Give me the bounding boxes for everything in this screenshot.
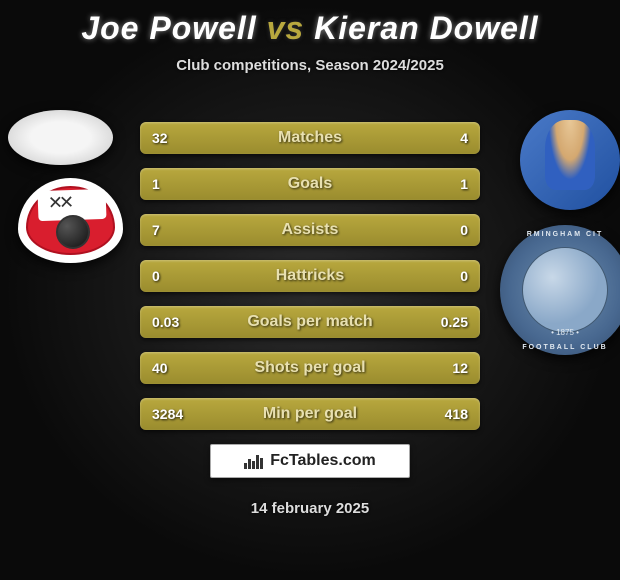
comparison-title: Joe Powell vs Kieran Dowell	[0, 0, 620, 47]
stat-value-right: 0	[460, 268, 468, 284]
vs-separator: vs	[267, 10, 305, 46]
player1-name: Joe Powell	[81, 10, 256, 46]
stat-row: 32Matches4	[140, 122, 480, 154]
stat-row: 3284Min per goal418	[140, 398, 480, 430]
stat-row: 40Shots per goal12	[140, 352, 480, 384]
stats-table: 32Matches41Goals17Assists00Hattricks00.0…	[140, 122, 480, 444]
stat-value-left: 0.03	[152, 314, 179, 330]
player2-club-badge: RMINGHAM CIT • 1875 • FOOTBALL CLUB	[500, 225, 620, 355]
badge-right-year: • 1875 •	[500, 328, 620, 337]
stat-label: Goals	[140, 175, 480, 193]
stat-label: Goals per match	[140, 313, 480, 331]
stat-row: 1Goals1	[140, 168, 480, 200]
stat-row: 0Hattricks0	[140, 260, 480, 292]
stat-label: Min per goal	[140, 405, 480, 423]
stat-value-left: 40	[152, 360, 168, 376]
player2-name: Kieran Dowell	[314, 10, 539, 46]
stat-value-right: 4	[460, 130, 468, 146]
stat-value-right: 0.25	[441, 314, 468, 330]
stat-value-right: 12	[452, 360, 468, 376]
stat-label: Matches	[140, 129, 480, 147]
stat-value-left: 32	[152, 130, 168, 146]
stat-label: Hattricks	[140, 267, 480, 285]
comparison-date: 14 february 2025	[0, 500, 620, 517]
stat-value-left: 7	[152, 222, 160, 238]
badge-right-top-text: RMINGHAM CIT	[500, 231, 620, 238]
stat-label: Assists	[140, 221, 480, 239]
player1-club-badge	[18, 178, 123, 263]
stat-row: 0.03Goals per match0.25	[140, 306, 480, 338]
stat-value-right: 0	[460, 222, 468, 238]
stat-label: Shots per goal	[140, 359, 480, 377]
stat-value-left: 3284	[152, 406, 183, 422]
fctables-text: FcTables.com	[270, 452, 376, 470]
fctables-chart-icon	[244, 453, 264, 469]
stat-value-right: 1	[460, 176, 468, 192]
stat-row: 7Assists0	[140, 214, 480, 246]
stat-value-left: 0	[152, 268, 160, 284]
player1-photo	[8, 110, 113, 165]
stat-value-left: 1	[152, 176, 160, 192]
season-subtitle: Club competitions, Season 2024/2025	[0, 57, 620, 74]
player2-photo	[520, 110, 620, 210]
badge-right-bottom-text: FOOTBALL CLUB	[500, 344, 620, 351]
stat-value-right: 418	[445, 406, 468, 422]
fctables-logo: FcTables.com	[210, 444, 410, 478]
